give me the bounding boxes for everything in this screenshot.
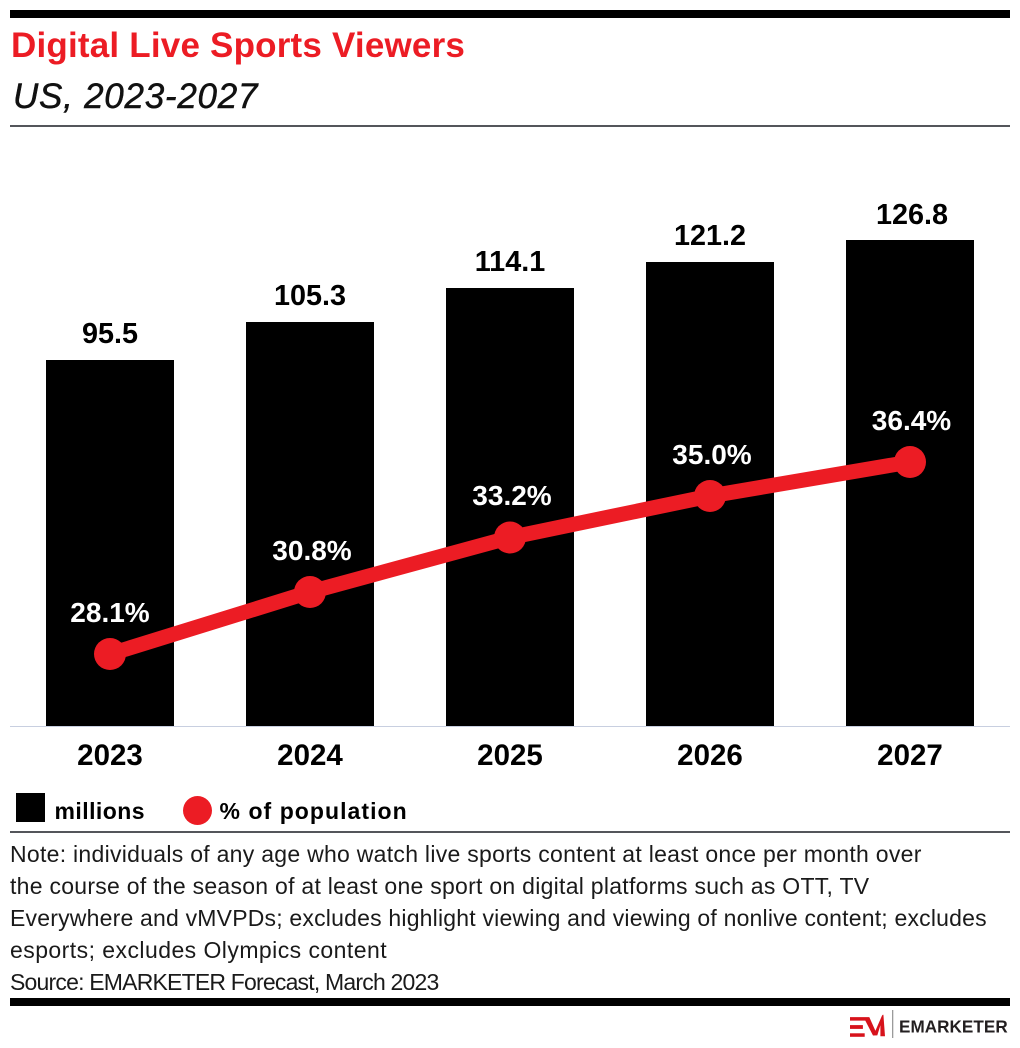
svg-text:EMARKETER: EMARKETER	[899, 1017, 1008, 1036]
